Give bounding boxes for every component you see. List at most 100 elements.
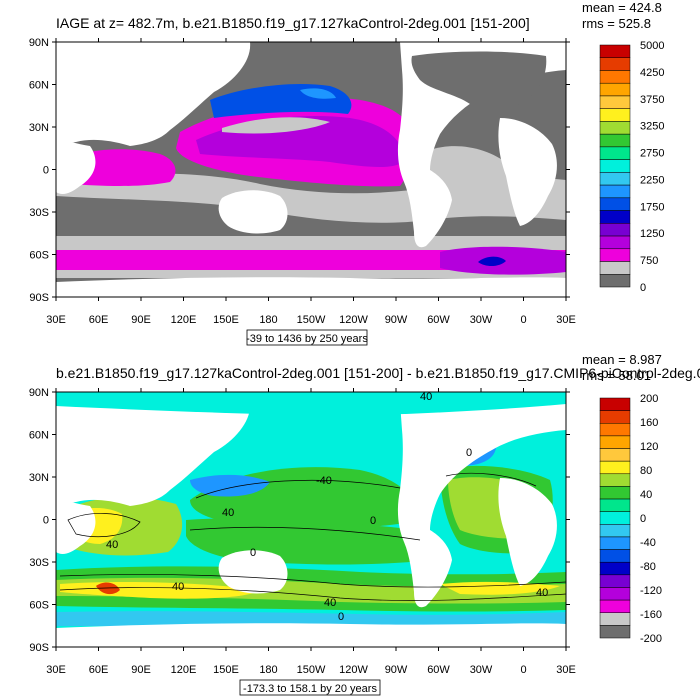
panel-2-contour-label-7: 0 [250,547,256,559]
panel-1-x-ticks: 30E 60E 90E 120E 150E 180 150W 120W 90W 60W 30W 0 30… [46,38,576,326]
colorbar-swatch [599,498,631,512]
x-tick-label: 180 [259,664,277,676]
y-tick-label: 90N [29,387,49,399]
colorbar-swatch [599,274,631,288]
colorbar-swatch [599,95,631,109]
colorbar-swatch [599,435,631,449]
colorbar-label: 2750 [640,148,664,160]
x-tick-label: 120E [171,664,197,676]
panel-2-contour-label-3: -40 [316,475,332,487]
panel-2-contour-label-11: 40 [536,587,548,599]
x-tick-label: 180 [259,314,277,326]
panel-1: IAGE at z= 482.7m, b.e21.B1850.f19_g17.1… [29,0,664,346]
panel-1-region-so-magenta [56,250,566,270]
panel-2-map [56,392,566,647]
colorbar-swatch [599,44,631,58]
y-tick-label: 60S [29,600,49,612]
panel-2-land-eurasia [56,402,251,506]
panel-2-title: b.e21.B1850.f19_g17.127kaControl-2deg.00… [56,365,700,381]
panel-1-region-npac-grey [222,117,330,134]
colorbar-swatch [599,210,631,224]
y-tick-label: 90N [29,37,49,49]
panel-2-range-box [239,679,381,696]
colorbar-swatch [599,261,631,275]
x-tick-label: 90W [385,664,408,676]
colorbar-label: 120 [640,441,658,453]
x-tick-label: 30W [470,314,493,326]
panel-2-contour-label-10: 0 [338,611,344,623]
y-tick-label: 60S [29,250,49,262]
panel-2-range-note: -173.3 to 158.1 by 20 years [243,683,377,695]
colorbar-label: -200 [640,633,662,645]
y-tick-label: 90S [29,642,49,654]
x-tick-label: 60W [427,314,450,326]
panel-2-land-australia [218,550,288,594]
colorbar-swatch [599,235,631,250]
panel-2-y-ticks: 90N 60N 30N 0 30S 60S 90S [29,387,570,654]
colorbar-swatch [599,460,631,475]
panel-2-region-npac-blue [190,474,270,497]
panel-1-land-antarctica [56,277,566,297]
colorbar-swatch [599,612,631,626]
panel-2-contour-label-1: 40 [420,391,432,403]
colorbar-swatch [599,121,631,135]
panel-2-contour-5 [67,513,141,538]
panel-2: b.e21.B1850.f19_g17.127kaControl-2deg.00… [29,352,700,696]
y-tick-label: 30S [29,557,49,569]
colorbar-swatch [599,448,631,462]
x-tick-label: 60E [89,664,109,676]
panel-1-range-box [246,329,368,346]
panel-1-land-eurasia [56,42,251,146]
colorbar-swatch [599,146,631,160]
panel-2-contour-6 [445,472,537,487]
panel-2-contour-2 [59,574,566,588]
panel-2-contour-label-5: 0 [370,515,376,527]
y-tick-label: 30N [29,122,49,134]
colorbar-label: 1750 [640,201,664,213]
colorbar-label: 0 [640,513,646,525]
x-tick-label: 30E [556,314,576,326]
panel-2-mean: mean = 8.987 [582,352,662,367]
colorbar-swatch [599,511,631,525]
colorbar-swatch [599,184,631,199]
panel-1-y-ticks: 90N 60N 30N 0 30S 60S 90S [29,37,570,304]
panel-1-region-atlantic-grey [430,146,524,214]
colorbar-swatch [599,223,631,237]
y-tick-label: 0 [43,165,49,177]
panel-2-land-americas [397,402,566,608]
panel-1-title: IAGE at z= 482.7m, b.e21.B1850.f19_g17.1… [56,15,530,31]
panel-2-contour-label-8: 40 [172,581,184,593]
colorbar-swatch [599,574,631,588]
panel-2-region-so-yellow [60,581,560,599]
panel-2-x-ticks: 30E 60E 90E 120E 150E 180 150W 120W 90W 60W 30W 0 30… [46,388,576,676]
panel-2-land-africa [56,478,557,586]
x-tick-label: 150E [213,314,239,326]
panel-2-land-antarctica [56,623,566,647]
colorbar-swatch [599,423,631,437]
panel-1-region-npac-blue2 [300,88,336,99]
x-tick-label: 90E [131,664,151,676]
colorbar-label: 80 [640,465,652,477]
colorbar-label: 200 [640,393,658,405]
x-tick-label: 60E [89,314,109,326]
colorbar-swatch [599,82,631,97]
x-tick-label: 30W [470,664,493,676]
colorbar-label: 40 [640,489,652,501]
colorbar-swatch [599,473,631,487]
colorbar-swatch [599,536,631,550]
colorbar-swatch [599,70,631,84]
x-tick-label: 90W [385,314,408,326]
x-tick-label: 0 [520,314,526,326]
colorbar-swatch [599,599,631,613]
panel-1-rms: rms = 525.8 [582,16,651,31]
x-tick-label: 90E [131,314,151,326]
colorbar-label: 750 [640,255,658,267]
x-tick-label: 150W [297,314,326,326]
colorbar-swatch [599,248,631,262]
panel-2-contour-label-6: 40 [106,539,118,551]
panel-1-range-note: -39 to 1436 by 250 years [246,333,368,345]
colorbar-label: 160 [640,417,658,429]
colorbar-label: 5000 [640,40,664,52]
panel-2-region-arctic [56,392,566,416]
